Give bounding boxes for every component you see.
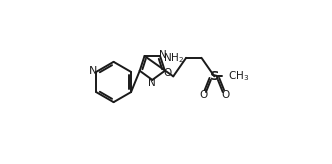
- Text: NH$_2$: NH$_2$: [163, 51, 184, 65]
- Text: N: N: [148, 78, 155, 88]
- Text: S: S: [209, 70, 219, 83]
- Text: N: N: [89, 66, 97, 76]
- Text: O: O: [221, 90, 230, 100]
- Text: N: N: [159, 50, 167, 60]
- Text: O: O: [164, 68, 172, 78]
- Text: O: O: [199, 90, 207, 100]
- Text: CH$_3$: CH$_3$: [228, 70, 249, 83]
